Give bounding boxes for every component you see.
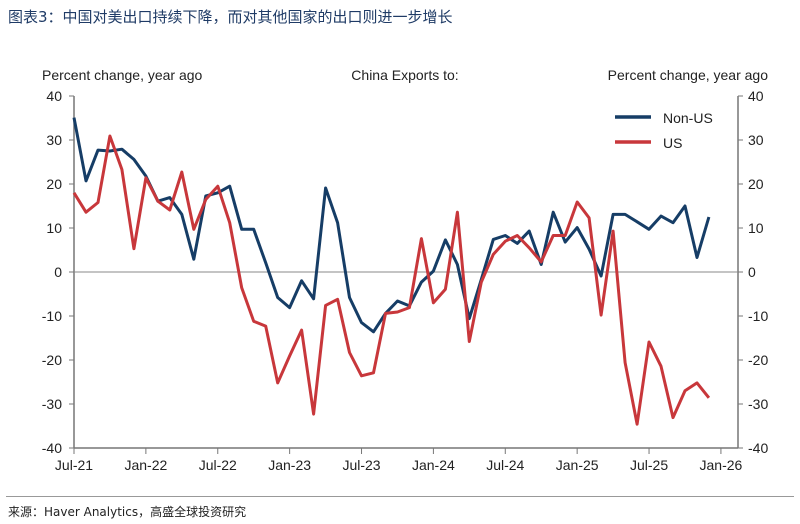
- x-tick-label: Jul-25: [630, 457, 668, 473]
- x-tick-label: Jul-23: [342, 457, 380, 473]
- y-tick-label-right: -40: [748, 440, 768, 456]
- y-tick-label-left: 30: [46, 132, 62, 148]
- y-tick-label-right: 40: [748, 88, 764, 104]
- x-tick-label: Jul-22: [199, 457, 237, 473]
- x-tick-label: Jan-26: [700, 457, 743, 473]
- x-tick-label: Jan-25: [556, 457, 599, 473]
- y-tick-label-left: -40: [42, 440, 62, 456]
- y-tick-label-right: -10: [748, 308, 768, 324]
- series-line-non-us: [72, 117, 711, 334]
- series-line-us: [72, 134, 711, 426]
- y-tick-label-right: 30: [748, 132, 764, 148]
- x-tick-label: Jan-24: [412, 457, 455, 473]
- source-note: 来源：Haver Analytics，高盛全球投资研究: [8, 505, 247, 519]
- y-tick-label-right: 20: [748, 176, 764, 192]
- y-tick-label-left: 40: [46, 88, 62, 104]
- y-tick-label-left: 0: [54, 264, 62, 280]
- x-tick-label: Jul-24: [486, 457, 524, 473]
- y-tick-label-right: 0: [748, 264, 756, 280]
- y-tick-label-left: -20: [42, 352, 62, 368]
- y-tick-label-right: -20: [748, 352, 768, 368]
- y-tick-label-left: -10: [42, 308, 62, 324]
- right-axis-label: Percent change, year ago: [608, 67, 769, 83]
- x-tick-label: Jan-22: [124, 457, 167, 473]
- y-tick-label-right: 10: [748, 220, 764, 236]
- chart-title: China Exports to:: [351, 67, 458, 83]
- y-tick-label-left: -30: [42, 396, 62, 412]
- left-axis-label: Percent change, year ago: [42, 67, 203, 83]
- divider: [6, 496, 794, 497]
- y-tick-label-left: 20: [46, 176, 62, 192]
- y-tick-label-right: -30: [748, 396, 768, 412]
- x-tick-label: Jan-23: [268, 457, 311, 473]
- y-tick-label-left: 10: [46, 220, 62, 236]
- line-chart: Percent change, year ago China Exports t…: [42, 67, 769, 473]
- legend-label: US: [663, 135, 682, 151]
- legend-label: Non-US: [663, 110, 713, 126]
- x-tick-label: Jul-21: [55, 457, 93, 473]
- figure-title: 图表3：中国对美出口持续下降，而对其他国家的出口则进一步增长: [8, 8, 453, 26]
